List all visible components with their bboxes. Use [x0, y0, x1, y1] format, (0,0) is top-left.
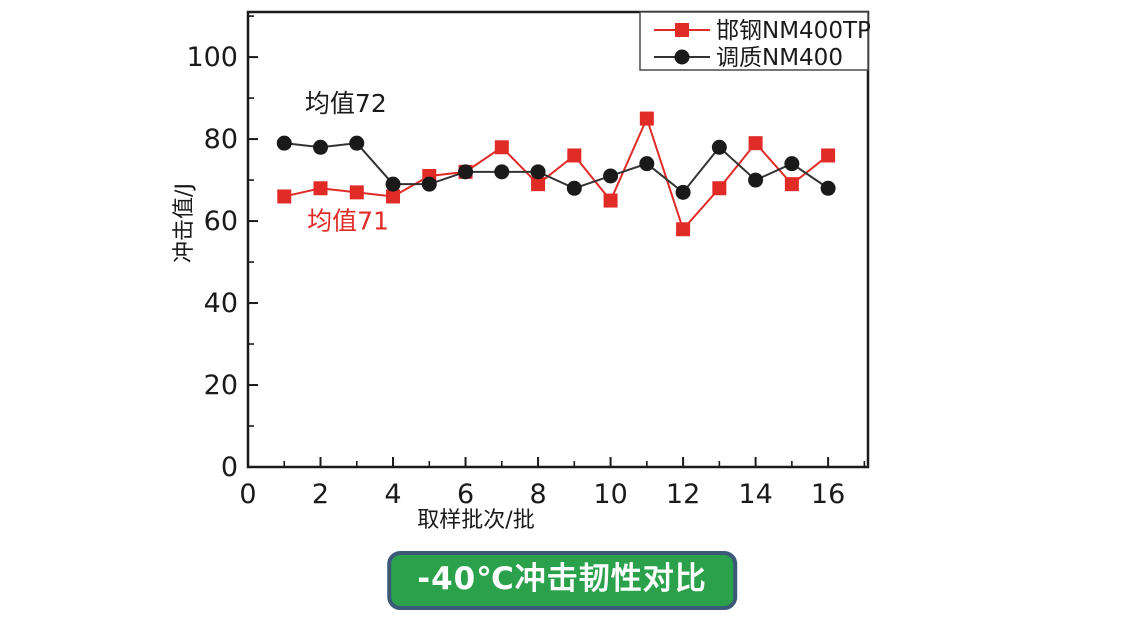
data-point-square-batch-14: [748, 136, 763, 151]
data-series: [276, 111, 836, 237]
data-point-square-batch-1: [277, 189, 292, 204]
data-point-square-batch-15: [784, 177, 799, 192]
data-point-circle-batch-9: [566, 180, 582, 196]
data-point-square-batch-12: [676, 222, 691, 237]
data-point-circle-batch-15: [784, 156, 800, 172]
data-point-square-batch-4: [386, 189, 401, 204]
x-tick-label: 10: [593, 479, 627, 510]
y-tick-label: 0: [221, 452, 238, 483]
data-point-square-batch-7: [494, 140, 509, 155]
data-point-square-batch-10: [603, 193, 618, 208]
banner-title: -40℃冲击韧性对比: [387, 551, 737, 610]
data-point-circle-batch-5: [421, 176, 437, 192]
data-point-circle-batch-12: [675, 184, 691, 200]
legend-label-series-0: 邯钢NM400TP: [716, 18, 871, 44]
y-tick-label: 40: [204, 288, 238, 319]
data-point-square-batch-9: [567, 148, 582, 163]
y-tick-label: 20: [204, 370, 238, 401]
legend-square-marker-icon: [675, 23, 689, 37]
x-tick-label: 0: [239, 479, 256, 510]
data-point-circle-batch-16: [820, 180, 836, 196]
x-tick-label: 4: [384, 479, 401, 510]
data-point-circle-batch-13: [711, 139, 727, 155]
x-tick-label: 12: [666, 479, 700, 510]
data-point-square-batch-16: [821, 148, 836, 163]
impact-toughness-chart: 0 20 40 60 80 100 0 2 4 6 8 10 12 14 16 均值72 均值71 冲击值/…: [172, 10, 871, 533]
y-tick-label: 80: [204, 124, 238, 155]
x-axis-title: 取样批次/批: [417, 508, 534, 533]
x-tick-label: 2: [312, 479, 329, 510]
x-tick-label: 6: [457, 479, 474, 510]
data-point-circle-batch-3: [349, 135, 365, 151]
mean-annotations: 均值72 均值71: [305, 89, 389, 235]
x-axis-ticks: 0 2 4 6 8 10 12 14 16: [239, 457, 866, 510]
data-point-circle-batch-2: [313, 139, 329, 155]
x-tick-label: 14: [738, 479, 772, 510]
data-point-square-batch-8: [531, 177, 546, 192]
legend-circle-marker-icon: [674, 49, 690, 65]
data-point-circle-batch-4: [385, 176, 401, 192]
x-tick-label: 16: [811, 479, 845, 510]
y-axis-title: 冲击值/J: [172, 183, 197, 263]
data-point-circle-batch-6: [458, 164, 474, 180]
series-line-0: [284, 115, 829, 232]
y-axis-ticks: 0 20 40 60 80 100: [186, 15, 258, 483]
data-point-square-batch-2: [313, 181, 328, 196]
data-point-square-batch-3: [349, 185, 364, 200]
data-point-circle-batch-1: [276, 135, 292, 151]
mean-annotation-0: 均值72: [305, 89, 387, 118]
y-tick-label: 60: [204, 206, 238, 237]
data-point-circle-batch-7: [494, 164, 510, 180]
x-tick-label: 8: [529, 479, 546, 510]
banner-text: -40℃冲击韧性对比: [417, 561, 707, 597]
data-point-circle-batch-14: [748, 172, 764, 188]
mean-annotation-1: 均值71: [307, 206, 389, 235]
data-point-square-batch-13: [712, 181, 727, 196]
data-point-circle-batch-10: [603, 168, 619, 184]
data-point-circle-batch-11: [639, 156, 655, 172]
legend: 邯钢NM400TP 调质NM400: [639, 11, 871, 71]
y-tick-label: 100: [186, 42, 238, 73]
data-point-circle-batch-8: [530, 164, 546, 180]
series-line-1: [284, 142, 829, 194]
legend-label-series-1: 调质NM400: [716, 45, 843, 71]
data-point-square-batch-11: [639, 111, 654, 126]
plot-frame: [246, 10, 870, 469]
